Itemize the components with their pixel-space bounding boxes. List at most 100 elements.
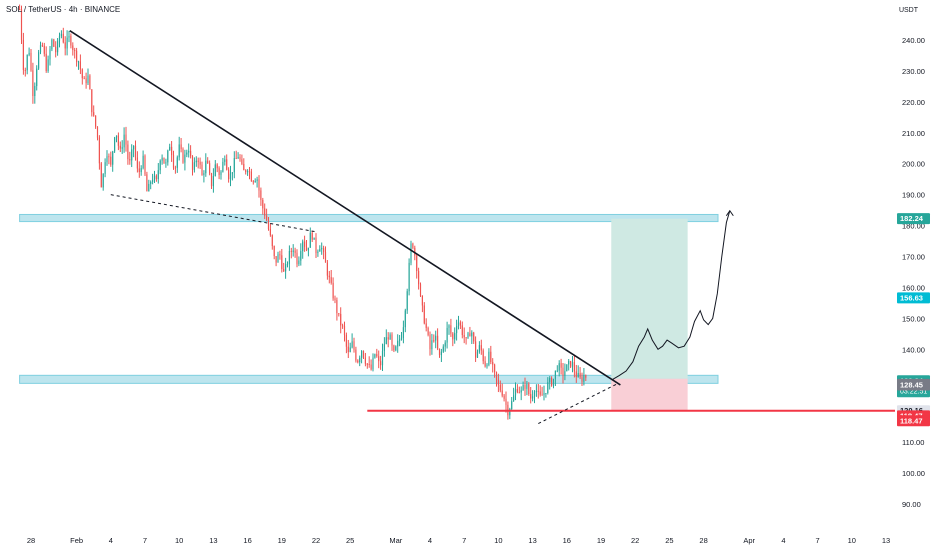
candle xyxy=(448,324,450,335)
candle xyxy=(533,390,536,404)
resistance-zone[interactable] xyxy=(19,213,719,223)
candle xyxy=(305,239,308,252)
candle-body xyxy=(93,112,95,116)
candle-body xyxy=(165,162,167,164)
candle-body xyxy=(144,155,146,175)
candle xyxy=(378,350,380,369)
trendlines-layer[interactable] xyxy=(69,30,895,425)
candle-body xyxy=(385,337,387,345)
candle xyxy=(342,323,344,329)
candle xyxy=(380,355,382,370)
axes[interactable]: 240.00 230.00 220.00 210.00 200.00 190.00 180.… xyxy=(27,36,930,545)
candle-body xyxy=(319,249,321,252)
candle-body xyxy=(558,363,560,371)
candle-body xyxy=(191,156,194,170)
projection-path[interactable] xyxy=(612,210,731,381)
stop-zone[interactable] xyxy=(611,378,688,411)
candle xyxy=(41,42,43,47)
candle-body xyxy=(520,390,522,393)
y-tick-label: 240.00 xyxy=(902,36,925,45)
candle xyxy=(583,367,585,386)
candle xyxy=(520,386,522,401)
candle-body xyxy=(495,372,498,380)
candle xyxy=(279,250,281,260)
candle xyxy=(53,38,55,48)
candle xyxy=(362,350,365,359)
candle xyxy=(186,149,188,158)
candle xyxy=(315,233,317,258)
candle xyxy=(57,38,59,56)
symbol-title[interactable]: SOL / TetherUS · 4h · BINANCE xyxy=(6,5,121,14)
candle xyxy=(353,337,355,353)
candle xyxy=(260,187,262,206)
candle xyxy=(68,30,70,43)
candle xyxy=(91,89,93,117)
candle-body xyxy=(262,199,264,209)
candle-body xyxy=(554,370,556,379)
candle xyxy=(205,153,207,177)
candle xyxy=(231,172,233,181)
candle xyxy=(24,67,26,77)
candle xyxy=(494,363,496,378)
candle xyxy=(393,344,395,353)
main-downtrend[interactable] xyxy=(69,30,621,386)
candle-body xyxy=(499,384,501,391)
support-zone[interactable] xyxy=(19,374,719,384)
candle xyxy=(85,72,87,89)
candle-body xyxy=(400,337,403,340)
candle xyxy=(499,380,501,393)
candle-body xyxy=(140,168,142,173)
candle-body xyxy=(180,144,182,150)
x-tick-label: 25 xyxy=(665,536,673,545)
lower-dashed[interactable] xyxy=(110,194,317,233)
candle xyxy=(226,154,228,171)
candle-body xyxy=(581,377,583,382)
candle-body xyxy=(535,390,537,393)
long-position-tool[interactable] xyxy=(611,218,688,411)
price-label[interactable]: 182.24 xyxy=(897,213,930,225)
candle xyxy=(197,157,199,169)
candle-body xyxy=(28,52,30,55)
candle xyxy=(336,297,338,321)
candle-body xyxy=(408,262,410,292)
rising-dashed[interactable] xyxy=(538,382,619,425)
x-tick-label: 28 xyxy=(699,536,707,545)
candle xyxy=(545,392,547,398)
candle-body xyxy=(300,251,302,261)
candle-body xyxy=(541,394,543,396)
candle-body xyxy=(199,161,201,165)
price-label[interactable]: 118.47 xyxy=(897,415,930,427)
price-label[interactable]: 128.45 xyxy=(897,379,930,391)
candle-body xyxy=(478,345,480,352)
candle-body xyxy=(212,176,214,187)
candle xyxy=(96,126,99,141)
candle-body xyxy=(55,46,57,53)
candle-body xyxy=(311,232,313,240)
candle xyxy=(334,295,336,304)
target-zone[interactable] xyxy=(611,218,688,379)
candle-body xyxy=(58,36,61,41)
candle-body xyxy=(539,391,541,395)
candle-body xyxy=(488,351,490,365)
candle xyxy=(381,343,384,372)
candle-body xyxy=(492,361,494,365)
candle xyxy=(503,393,505,402)
candle-body xyxy=(210,173,213,187)
candle-body xyxy=(106,156,108,163)
candle xyxy=(397,334,399,353)
candle-body xyxy=(585,375,587,378)
candle-body xyxy=(20,9,23,40)
candle-body xyxy=(205,160,207,174)
candle xyxy=(140,165,142,176)
y-tick-label: 160.00 xyxy=(902,283,925,292)
candle-body xyxy=(197,160,199,162)
candle xyxy=(402,320,404,344)
candle-body xyxy=(85,78,87,84)
candle xyxy=(429,331,431,356)
candle-body xyxy=(79,61,81,70)
candle-body xyxy=(285,264,287,272)
price-label[interactable]: 156.63 xyxy=(897,292,930,304)
candle xyxy=(38,49,40,70)
candle xyxy=(161,154,163,165)
